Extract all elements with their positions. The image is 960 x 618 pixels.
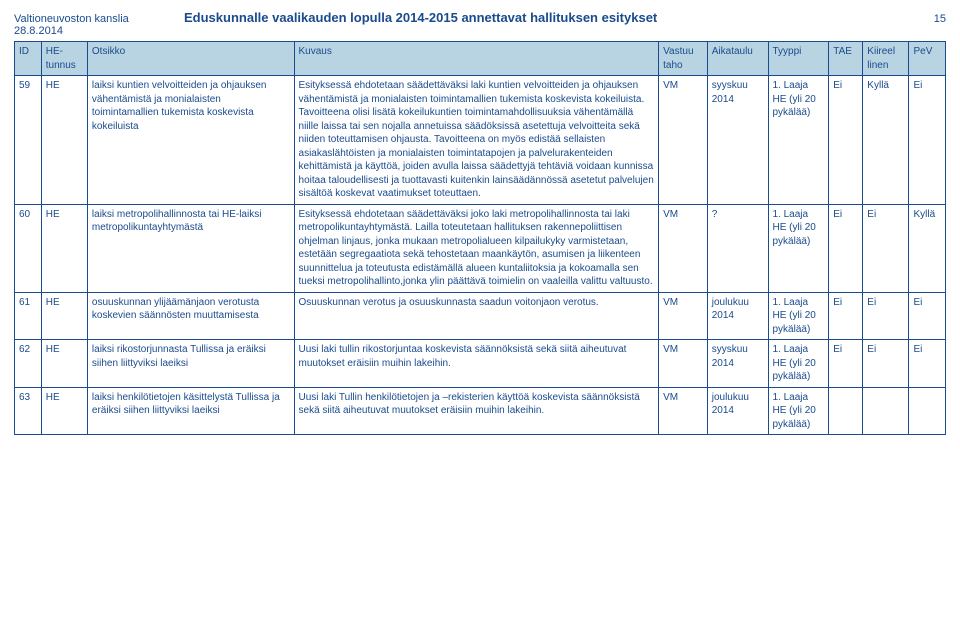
cell-kiireel (863, 387, 909, 435)
col-pev: PeV (909, 42, 946, 76)
cell-kuvaus: Uusi laki tullin rikostorjuntaa koskevis… (294, 340, 659, 388)
cell-kuvaus: Esityksessä ehdotetaan säädettäväksi jok… (294, 204, 659, 292)
col-otsikko: Otsikko (87, 42, 294, 76)
cell-aikataulu: syyskuu 2014 (707, 76, 768, 205)
data-table: ID HE-tunnus Otsikko Kuvaus Vastuu taho … (14, 41, 946, 435)
cell-id: 60 (15, 204, 42, 292)
cell-vastuu: VM (659, 340, 708, 388)
cell-id: 62 (15, 340, 42, 388)
col-tyyppi: Tyyppi (768, 42, 829, 76)
cell-vastuu: VM (659, 292, 708, 340)
cell-otsikko: laiksi rikostorjunnasta Tullissa ja eräi… (87, 340, 294, 388)
cell-aikataulu: joulukuu 2014 (707, 387, 768, 435)
table-row: 59HElaiksi kuntien velvoitteiden ja ohja… (15, 76, 946, 205)
cell-hetunnus: HE (41, 204, 87, 292)
col-vastuu: Vastuu taho (659, 42, 708, 76)
cell-tae (829, 387, 863, 435)
cell-hetunnus: HE (41, 340, 87, 388)
cell-id: 61 (15, 292, 42, 340)
col-id: ID (15, 42, 42, 76)
cell-otsikko: laiksi metropolihallinnosta tai HE-laiks… (87, 204, 294, 292)
cell-kiireel: Kyllä (863, 76, 909, 205)
cell-hetunnus: HE (41, 76, 87, 205)
cell-otsikko: laiksi henkilötietojen käsittelystä Tull… (87, 387, 294, 435)
org-name: Valtioneuvoston kanslia (14, 13, 184, 25)
page-header: Valtioneuvoston kanslia Eduskunnalle vaa… (14, 10, 946, 25)
cell-hetunnus: HE (41, 387, 87, 435)
cell-aikataulu: ? (707, 204, 768, 292)
cell-aikataulu: syyskuu 2014 (707, 340, 768, 388)
page-title: Eduskunnalle vaalikauden lopulla 2014-20… (184, 10, 916, 25)
cell-kiireel: Ei (863, 340, 909, 388)
cell-kuvaus: Esityksessä ehdotetaan säädettäväksi lak… (294, 76, 659, 205)
cell-kuvaus: Osuuskunnan verotus ja osuuskunnasta saa… (294, 292, 659, 340)
cell-tyyppi: 1. Laaja HE (yli 20 pykälää) (768, 387, 829, 435)
table-row: 60HElaiksi metropolihallinnosta tai HE-l… (15, 204, 946, 292)
cell-tyyppi: 1. Laaja HE (yli 20 pykälää) (768, 292, 829, 340)
col-kiireel: Kiireel linen (863, 42, 909, 76)
table-row: 63HElaiksi henkilötietojen käsittelystä … (15, 387, 946, 435)
cell-tyyppi: 1. Laaja HE (yli 20 pykälää) (768, 340, 829, 388)
cell-kiireel: Ei (863, 292, 909, 340)
cell-tae: Ei (829, 204, 863, 292)
table-header-row: ID HE-tunnus Otsikko Kuvaus Vastuu taho … (15, 42, 946, 76)
col-aikataulu: Aikataulu (707, 42, 768, 76)
col-hetunnus: HE-tunnus (41, 42, 87, 76)
cell-hetunnus: HE (41, 292, 87, 340)
cell-otsikko: osuuskunnan ylijäämänjaon verotusta kosk… (87, 292, 294, 340)
cell-otsikko: laiksi kuntien velvoitteiden ja ohjaukse… (87, 76, 294, 205)
cell-aikataulu: joulukuu 2014 (707, 292, 768, 340)
cell-vastuu: VM (659, 76, 708, 205)
cell-vastuu: VM (659, 204, 708, 292)
page-number: 15 (916, 13, 946, 25)
cell-tae: Ei (829, 76, 863, 205)
table-row: 61HEosuuskunnan ylijäämänjaon verotusta … (15, 292, 946, 340)
cell-id: 63 (15, 387, 42, 435)
header-date: 28.8.2014 (14, 25, 946, 37)
col-kuvaus: Kuvaus (294, 42, 659, 76)
cell-kiireel: Ei (863, 204, 909, 292)
cell-kuvaus: Uusi laki Tullin henkilötietojen ja –rek… (294, 387, 659, 435)
col-tae: TAE (829, 42, 863, 76)
cell-tae: Ei (829, 340, 863, 388)
cell-vastuu: VM (659, 387, 708, 435)
cell-pev (909, 387, 946, 435)
cell-pev: Ei (909, 340, 946, 388)
cell-tae: Ei (829, 292, 863, 340)
table-row: 62HElaiksi rikostorjunnasta Tullissa ja … (15, 340, 946, 388)
cell-pev: Kyllä (909, 204, 946, 292)
cell-pev: Ei (909, 76, 946, 205)
cell-id: 59 (15, 76, 42, 205)
cell-pev: Ei (909, 292, 946, 340)
cell-tyyppi: 1. Laaja HE (yli 20 pykälää) (768, 76, 829, 205)
cell-tyyppi: 1. Laaja HE (yli 20 pykälää) (768, 204, 829, 292)
